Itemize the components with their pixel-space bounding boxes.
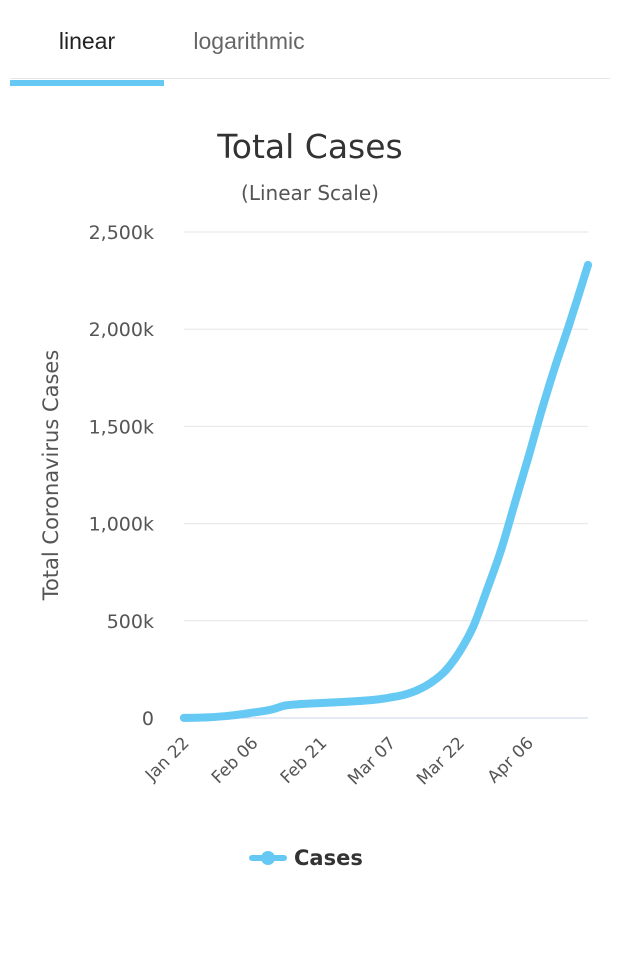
x-tick-label-3: Mar 07 (344, 733, 400, 789)
data-point-10[interactable] (372, 695, 381, 704)
data-point-6[interactable] (294, 700, 303, 709)
chart-title: Total Cases (216, 127, 403, 166)
data-point-18[interactable] (483, 585, 491, 594)
legend: Cases (249, 846, 363, 870)
y-tick-label-0: 0 (142, 708, 154, 730)
x-tick-label-1: Feb 06 (208, 733, 263, 788)
y-tick-label-4: 2,000k (89, 319, 154, 341)
chart-subtitle: (Linear Scale) (241, 181, 379, 205)
data-point-12[interactable] (400, 690, 409, 699)
data-point-19[interactable] (496, 546, 505, 555)
scale-tabs: linear logarithmic (10, 0, 610, 86)
data-point-9[interactable] (359, 696, 368, 705)
data-point-3[interactable] (248, 708, 257, 717)
data-point-5[interactable] (281, 701, 289, 710)
x-tick-label-5: Apr 06 (484, 733, 538, 787)
y-tick-label-5: 2,500k (89, 222, 154, 244)
tab-logarithmic[interactable]: logarithmic (193, 28, 305, 54)
data-point-2[interactable] (225, 711, 234, 720)
data-point-25[interactable] (584, 261, 592, 270)
data-point-22[interactable] (538, 404, 547, 413)
data-point-14[interactable] (427, 678, 436, 687)
x-tick-label-4: Mar 22 (413, 733, 469, 789)
data-point-8[interactable] (340, 697, 349, 706)
y-tick-label-1: 500k (107, 611, 154, 633)
x-tick-label-0: Jan 22 (141, 733, 194, 786)
data-point-16[interactable] (455, 647, 464, 656)
data-point-4[interactable] (267, 705, 276, 714)
legend-cases-marker (261, 851, 275, 865)
data-point-21[interactable] (524, 453, 533, 462)
tab-linear[interactable]: linear (58, 28, 116, 54)
data-point-20[interactable] (510, 500, 519, 509)
legend-cases-label[interactable]: Cases (294, 846, 363, 870)
data-point-0[interactable] (180, 713, 188, 722)
data-point-11[interactable] (386, 693, 395, 702)
data-point-15[interactable] (441, 666, 450, 675)
data-point-24[interactable] (565, 319, 574, 328)
series-line-cases[interactable] (180, 261, 592, 722)
y-tick-label-3: 1,500k (89, 416, 154, 438)
data-point-23[interactable] (551, 360, 560, 369)
x-tick-label-2: Feb 21 (277, 733, 332, 788)
data-point-7[interactable] (317, 699, 326, 708)
data-point-1[interactable] (202, 713, 211, 722)
data-point-13[interactable] (414, 685, 423, 694)
y-tick-label-2: 1,000k (89, 514, 154, 536)
active-tab-indicator (10, 80, 164, 86)
tabs-divider (10, 78, 610, 79)
y-axis-label: Total Coronavirus Cases (39, 350, 63, 602)
data-point-17[interactable] (469, 622, 478, 631)
